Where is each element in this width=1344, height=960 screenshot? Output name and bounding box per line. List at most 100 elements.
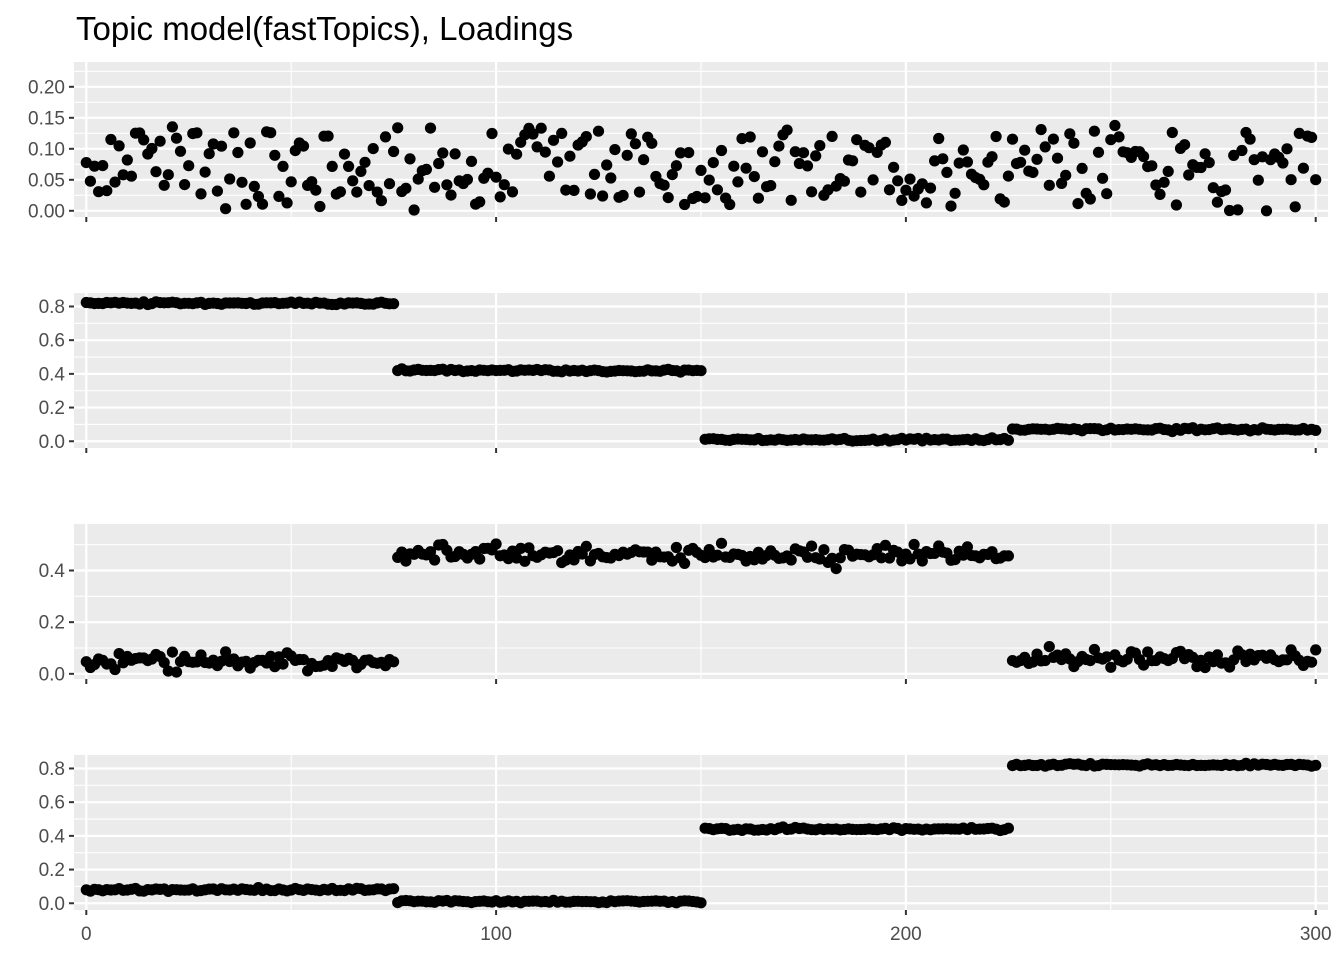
data-point bbox=[1277, 157, 1289, 169]
data-point bbox=[420, 163, 432, 175]
data-point bbox=[658, 179, 670, 191]
data-point bbox=[441, 179, 453, 191]
data-point bbox=[662, 192, 674, 204]
data-point bbox=[367, 143, 379, 155]
data-point bbox=[1002, 822, 1015, 834]
data-point bbox=[363, 180, 375, 192]
data-point bbox=[158, 179, 170, 191]
y-tick-label: 0.8 bbox=[39, 759, 65, 780]
data-point bbox=[568, 554, 580, 566]
data-point bbox=[101, 185, 113, 197]
data-point bbox=[568, 184, 580, 196]
data-point bbox=[1015, 156, 1027, 168]
y-tick-label: 0.4 bbox=[39, 561, 66, 582]
data-point bbox=[851, 134, 863, 146]
data-point bbox=[269, 149, 281, 161]
data-point bbox=[1211, 649, 1223, 661]
data-point bbox=[502, 143, 514, 155]
data-point bbox=[625, 128, 637, 140]
data-point bbox=[146, 142, 158, 155]
x-tick-label: 300 bbox=[1300, 924, 1332, 945]
data-point bbox=[732, 176, 744, 188]
data-point bbox=[609, 144, 621, 156]
data-point bbox=[461, 173, 473, 186]
data-point bbox=[756, 146, 769, 158]
data-point bbox=[1068, 137, 1080, 149]
data-point bbox=[1088, 125, 1100, 137]
data-point bbox=[306, 176, 318, 188]
data-point bbox=[1260, 205, 1273, 217]
data-point bbox=[1076, 162, 1088, 174]
data-point bbox=[1027, 166, 1039, 178]
data-point bbox=[535, 122, 547, 134]
data-point bbox=[179, 179, 191, 191]
data-point bbox=[1154, 188, 1166, 200]
chart-title: Topic model(fastTopics), Loadings bbox=[76, 10, 573, 47]
data-point bbox=[1219, 184, 1232, 196]
data-point bbox=[957, 549, 969, 561]
data-point bbox=[215, 655, 228, 667]
data-point bbox=[1285, 174, 1297, 186]
y-tick-label: 0.2 bbox=[39, 860, 65, 881]
data-point bbox=[695, 164, 707, 176]
data-point bbox=[543, 170, 556, 182]
data-point bbox=[806, 540, 818, 552]
points bbox=[80, 757, 1322, 909]
data-point bbox=[158, 657, 170, 669]
data-point bbox=[465, 155, 478, 167]
data-point bbox=[1232, 204, 1244, 216]
data-point bbox=[892, 175, 904, 187]
data-point bbox=[515, 542, 527, 555]
data-point bbox=[666, 169, 678, 181]
data-point bbox=[273, 190, 285, 202]
data-point bbox=[998, 196, 1010, 208]
data-point bbox=[724, 198, 736, 211]
data-point bbox=[170, 132, 183, 144]
data-point bbox=[695, 365, 707, 377]
data-point bbox=[265, 127, 277, 139]
data-point bbox=[433, 157, 445, 170]
data-point bbox=[1179, 139, 1191, 151]
y-tick-label: 0.0 bbox=[39, 664, 65, 685]
data-point bbox=[424, 122, 437, 134]
data-point bbox=[785, 194, 797, 206]
data-point bbox=[814, 140, 826, 152]
data-point bbox=[1244, 133, 1256, 145]
data-point bbox=[1064, 128, 1076, 140]
data-point bbox=[1310, 174, 1322, 186]
data-point bbox=[1199, 148, 1211, 160]
data-point bbox=[338, 148, 351, 160]
data-point bbox=[531, 141, 543, 153]
y-tick-label: 0.15 bbox=[28, 108, 65, 129]
data-point bbox=[937, 153, 949, 165]
data-point bbox=[314, 200, 326, 213]
data-point bbox=[211, 185, 223, 197]
data-point bbox=[113, 140, 125, 152]
data-point bbox=[900, 184, 912, 196]
data-point bbox=[670, 160, 683, 172]
data-point bbox=[498, 179, 510, 191]
data-point bbox=[232, 146, 244, 159]
data-point bbox=[1170, 199, 1182, 211]
data-point bbox=[564, 150, 576, 162]
data-point bbox=[580, 131, 592, 143]
data-point bbox=[170, 666, 183, 678]
data-point bbox=[343, 160, 355, 172]
data-point bbox=[494, 191, 506, 203]
data-point bbox=[224, 173, 236, 185]
data-point bbox=[1002, 434, 1015, 446]
data-point bbox=[883, 184, 896, 196]
data-point bbox=[203, 148, 215, 160]
data-point bbox=[1306, 656, 1318, 668]
data-point bbox=[797, 147, 810, 159]
panel-4: 0.0 0.2 0.4 0.6 0.8 bbox=[39, 755, 1328, 915]
data-point bbox=[1047, 133, 1059, 145]
y-tick-label: 0.2 bbox=[39, 398, 65, 419]
data-point bbox=[1002, 170, 1015, 182]
data-point bbox=[88, 160, 101, 172]
data-point bbox=[1006, 133, 1019, 145]
data-point bbox=[904, 553, 916, 565]
data-point bbox=[896, 194, 908, 206]
data-point bbox=[138, 134, 150, 146]
